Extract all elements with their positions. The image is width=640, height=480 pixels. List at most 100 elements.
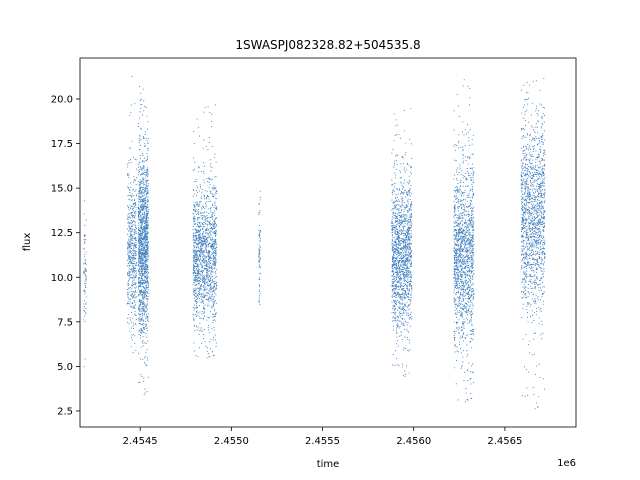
data-point: [140, 214, 142, 216]
data-point: [203, 258, 205, 261]
data-point: [209, 259, 211, 261]
data-point: [200, 278, 202, 281]
data-point: [215, 303, 217, 305]
data-point: [473, 206, 475, 208]
data-point: [197, 257, 199, 259]
data-point: [140, 250, 142, 253]
data-point: [193, 297, 196, 299]
data-point: [145, 208, 147, 210]
data-point: [196, 250, 198, 252]
data-point: [196, 299, 198, 301]
data-point: [194, 270, 196, 272]
data-point: [192, 249, 194, 251]
data-point: [144, 208, 146, 210]
data-point: [142, 188, 144, 191]
data-point: [145, 227, 147, 229]
data-point: [410, 224, 412, 226]
data-point: [141, 329, 143, 331]
data-point: [192, 195, 194, 197]
data-point: [146, 236, 148, 238]
data-point: [83, 289, 85, 291]
data-point: [212, 226, 215, 228]
data-point: [201, 295, 203, 297]
data-point: [146, 327, 148, 329]
data-point: [137, 232, 140, 234]
data-point: [202, 299, 204, 301]
data-point: [207, 283, 209, 285]
data-point: [397, 251, 400, 253]
data-point: [193, 217, 195, 219]
data-point: [140, 218, 142, 220]
data-point: [138, 262, 140, 264]
data-point: [396, 336, 398, 338]
data-point: [196, 305, 198, 307]
data-point: [201, 212, 203, 214]
data-point: [211, 247, 213, 250]
data-point: [134, 307, 136, 309]
data-point: [396, 160, 398, 162]
data-point: [85, 296, 87, 298]
data-point: [142, 177, 144, 179]
data-point: [143, 311, 145, 313]
data-point: [192, 272, 194, 275]
data-point: [410, 249, 412, 251]
data-point: [145, 182, 147, 184]
data-point: [133, 258, 135, 260]
data-point: [211, 179, 213, 181]
data-point: [140, 280, 142, 282]
data-point: [144, 276, 146, 278]
data-point: [208, 276, 210, 278]
data-point: [394, 264, 396, 266]
data-point: [140, 329, 142, 332]
data-point: [404, 259, 406, 261]
data-point: [142, 257, 144, 260]
data-point: [208, 260, 210, 262]
data-point: [199, 262, 202, 264]
data-point: [130, 295, 133, 297]
data-point: [145, 210, 147, 212]
data-point: [140, 247, 142, 249]
data-point: [133, 256, 135, 258]
data-point: [400, 285, 402, 287]
data-point: [138, 263, 140, 266]
data-point: [131, 214, 133, 216]
data-point: [201, 250, 203, 252]
data-point: [203, 235, 205, 237]
data-point: [143, 199, 145, 201]
data-point: [258, 259, 260, 261]
data-point: [466, 253, 468, 256]
data-point: [145, 314, 148, 316]
data-point: [195, 255, 197, 257]
data-point: [459, 327, 461, 329]
data-point: [199, 322, 201, 324]
data-point: [145, 325, 147, 327]
data-point: [194, 300, 196, 302]
data-point: [209, 341, 211, 343]
data-point: [396, 292, 398, 294]
data-point: [393, 166, 395, 168]
data-point: [395, 208, 397, 210]
data-point: [139, 282, 141, 284]
data-point: [401, 314, 403, 316]
data-point: [141, 254, 143, 257]
data-point: [258, 297, 260, 299]
data-point: [143, 220, 145, 222]
data-point: [196, 269, 198, 272]
data-point: [400, 309, 402, 311]
data-point: [137, 123, 140, 125]
data-point: [212, 223, 215, 225]
data-point: [396, 187, 398, 189]
data-point: [203, 224, 205, 226]
data-point: [147, 252, 149, 254]
data-point: [407, 281, 409, 283]
data-point: [404, 154, 406, 156]
data-point: [138, 334, 140, 336]
data-point: [84, 308, 86, 310]
data-point: [213, 258, 215, 260]
data-point: [206, 270, 208, 272]
data-point: [144, 220, 146, 223]
data-point: [145, 205, 147, 207]
data-point: [208, 285, 210, 287]
data-point: [395, 226, 397, 228]
data-point: [410, 255, 412, 257]
